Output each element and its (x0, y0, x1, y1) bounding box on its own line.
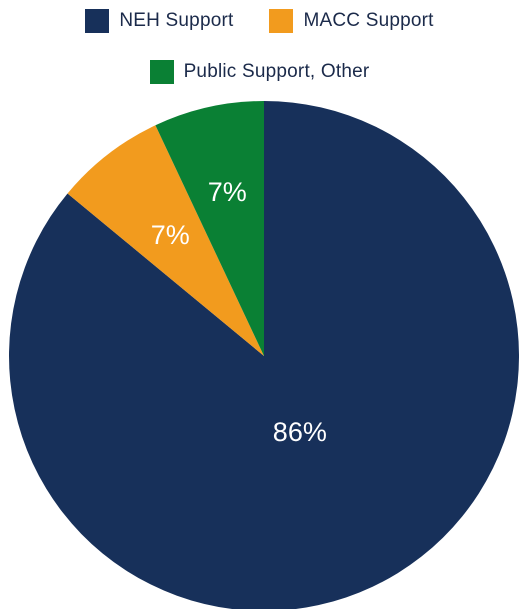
legend-row-1: NEH Support MACC Support (0, 9, 519, 33)
pie-slice-public (155, 101, 264, 356)
data-label-macc: 7% (151, 220, 190, 250)
pie-slice-macc (67, 125, 265, 357)
data-label-neh: 86% (273, 417, 327, 447)
pie-slices (9, 101, 519, 609)
pie-labels: 86% 7% 7% (151, 177, 327, 447)
data-label-public: 7% (208, 177, 247, 207)
legend-item-neh: NEH Support (85, 9, 233, 33)
legend-row-2: Public Support, Other (0, 60, 519, 84)
legend-item-macc: MACC Support (269, 9, 433, 33)
legend-swatch-macc (269, 9, 294, 33)
legend-swatch-public (149, 60, 174, 84)
legend-item-public: Public Support, Other (149, 60, 370, 84)
legend-label-macc: MACC Support (303, 10, 434, 31)
pie-slice-neh (9, 101, 519, 609)
chart-legend: NEH Support MACC Support Public Support,… (0, 0, 519, 96)
legend-label-public: Public Support, Other (183, 61, 370, 82)
legend-label-neh: NEH Support (119, 10, 234, 31)
legend-swatch-neh (85, 9, 110, 33)
